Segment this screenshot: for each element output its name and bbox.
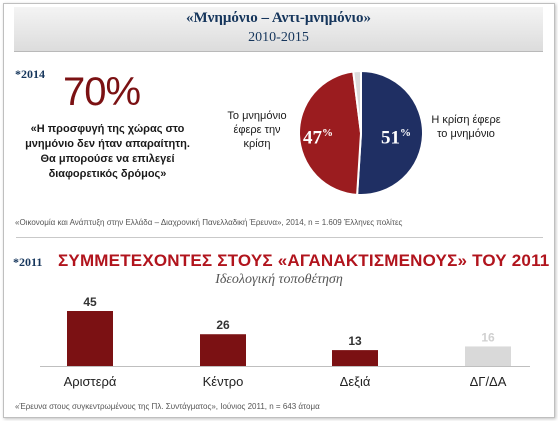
- bar-category-label-3: ΔΓ/ΔΑ: [470, 374, 507, 389]
- bar-2: [332, 350, 378, 366]
- source-note-2011: «Έρευνα στους συγκεντρωμένους της Πλ. Συ…: [15, 402, 320, 411]
- bar-category-label-2: Δεξιά: [340, 374, 371, 389]
- pie-value-label-memorandum: 51%: [381, 127, 411, 149]
- pie-value-label-crisis: 47%: [303, 127, 333, 149]
- section-divider: [16, 237, 543, 238]
- source-note-2014: «Οικονομία και Ανάπτυξη στην Ελλάδα – Δι…: [15, 218, 403, 227]
- quote-text: «Η προσφυγή της χώρας στο μνημόνιο δεν ή…: [25, 123, 190, 180]
- bar-value-label-1: 26: [216, 318, 230, 332]
- pie-slice-0: [356, 69, 423, 196]
- year-label-2014: *2014: [15, 67, 45, 81]
- pie-chart: [299, 69, 423, 196]
- bar-chart-title: ΣΥΜΜΕΤΕΧΟΝΤΕΣ ΣΤΟΥΣ «ΑΓΑΝΑΚΤΙΣΜΕΝΟΥΣ» ΤΟ…: [58, 251, 550, 270]
- year-label-2011: *2011: [13, 255, 43, 269]
- header-banner: «Μνημόνιο – Αντι-μνημόνιο» 2010-2015: [14, 7, 543, 52]
- pie-label-left: Το μνημόνιο έφερε την κρίση: [227, 110, 287, 150]
- bar-value-label-2: 13: [348, 334, 362, 348]
- page-subtitle: 2010-2015: [248, 30, 309, 45]
- bar-3: [465, 346, 511, 366]
- big-percent: 70%: [63, 70, 141, 114]
- pie-label-right: Η κρίση έφερε το μνημόνιο: [431, 114, 501, 140]
- bar-chart-subtitle: Ιδεολογική τοποθέτηση: [215, 272, 343, 287]
- bar-value-label-3: 16: [481, 330, 495, 344]
- bar-category-label-1: Κέντρο: [203, 374, 244, 389]
- pie-slice-1: [299, 70, 363, 196]
- pie-slice-2: [352, 69, 362, 134]
- bar-1: [200, 334, 246, 366]
- bar-value-label-0: 45: [83, 295, 97, 309]
- bar-category-label-0: Αριστερά: [64, 374, 117, 389]
- page-title: «Μνημόνιο – Αντι-μνημόνιο»: [186, 10, 371, 26]
- bar-0: [67, 311, 113, 366]
